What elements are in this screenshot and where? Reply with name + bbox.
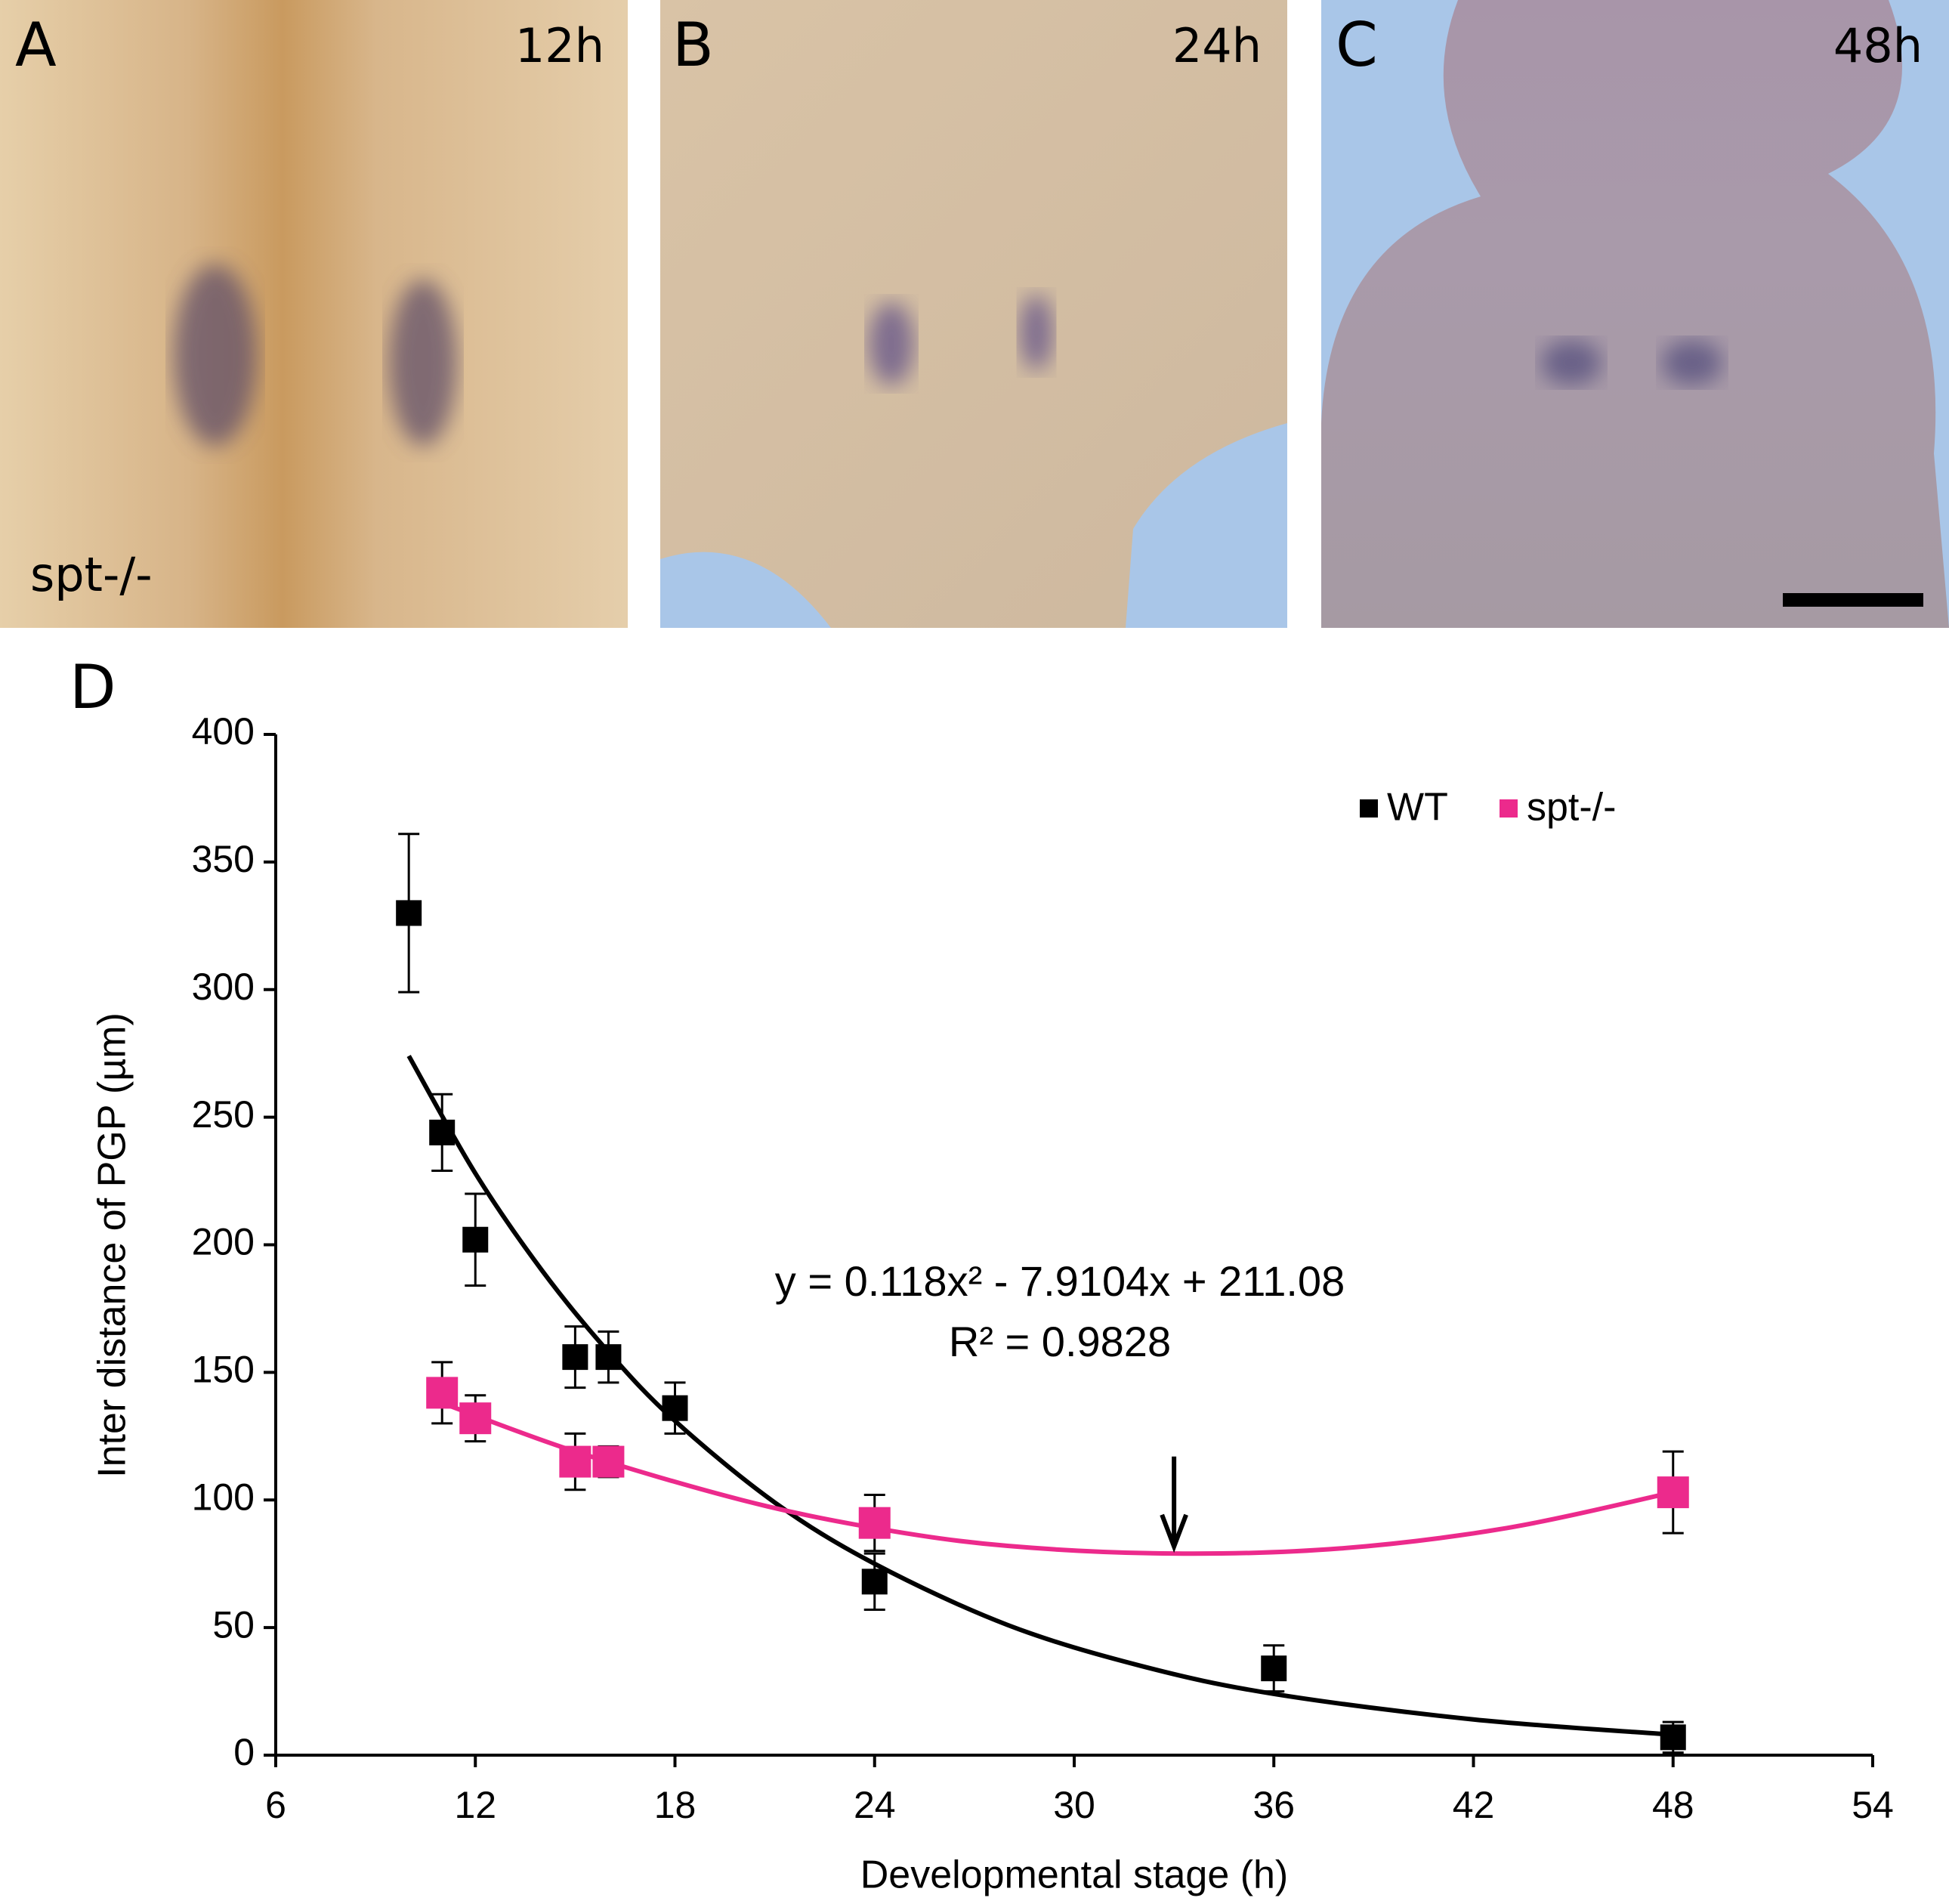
- photo-a: [0, 0, 628, 628]
- data-point: [662, 1395, 688, 1421]
- photo-b: [660, 0, 1287, 628]
- photo-c: [1321, 0, 1949, 628]
- data-point: [592, 1445, 625, 1478]
- x-tick-label: 42: [1453, 1784, 1495, 1826]
- x-tick-label: 12: [454, 1784, 496, 1826]
- y-tick-label: 400: [192, 710, 255, 753]
- data-point: [595, 1344, 622, 1371]
- y-axis-label: Inter distance of PGP (µm): [91, 1012, 134, 1478]
- equation: y = 0.118x² - 7.9104x + 211.08: [775, 1257, 1345, 1305]
- panel-label: B: [672, 10, 714, 80]
- panel-label: D: [69, 652, 116, 722]
- data-point: [459, 1402, 492, 1435]
- x-tick-label: 30: [1053, 1784, 1095, 1826]
- legend-label: WT: [1387, 786, 1448, 830]
- panel-label: A: [15, 10, 57, 80]
- data-point: [562, 1344, 588, 1371]
- data-point: [861, 1569, 888, 1595]
- data-point: [426, 1377, 459, 1409]
- legend-label: spt-/-: [1527, 786, 1616, 830]
- x-tick-label: 18: [654, 1784, 697, 1826]
- data-point: [1657, 1476, 1689, 1509]
- data-point: [858, 1507, 891, 1539]
- panel-time: 24h: [1172, 18, 1262, 73]
- scale-bar: [1783, 593, 1923, 607]
- x-tick-label: 6: [265, 1784, 286, 1826]
- y-tick-label: 50: [212, 1603, 255, 1646]
- panel-note: spt-/-: [30, 547, 153, 602]
- y-tick-label: 100: [192, 1476, 255, 1518]
- panel-time: 48h: [1833, 18, 1923, 73]
- panel-time: 12h: [515, 18, 604, 73]
- data-point: [1261, 1655, 1287, 1682]
- y-tick-label: 200: [192, 1221, 255, 1263]
- data-point: [559, 1445, 591, 1478]
- legend-swatch: [1500, 799, 1518, 818]
- y-tick-label: 250: [192, 1093, 255, 1136]
- y-tick-label: 0: [233, 1731, 255, 1773]
- data-point: [462, 1226, 489, 1253]
- legend-swatch: [1360, 799, 1378, 818]
- data-point: [429, 1119, 456, 1145]
- x-tick-label: 48: [1652, 1784, 1694, 1826]
- trendline: [406, 1055, 1673, 1737]
- x-tick-label: 24: [854, 1784, 896, 1826]
- arrow: [1160, 1456, 1188, 1553]
- x-axis-label: Developmental stage (h): [860, 1853, 1289, 1897]
- panel-label: C: [1336, 10, 1378, 80]
- y-tick-label: 150: [192, 1349, 255, 1391]
- x-tick-label: 36: [1252, 1784, 1295, 1826]
- y-tick-label: 300: [192, 966, 255, 1008]
- r-squared: R² = 0.9828: [949, 1318, 1171, 1365]
- x-tick-label: 54: [1852, 1784, 1894, 1826]
- trendline: [441, 1401, 1674, 1556]
- y-tick-label: 350: [192, 838, 255, 880]
- data-point: [1660, 1724, 1686, 1751]
- data-point: [396, 900, 422, 926]
